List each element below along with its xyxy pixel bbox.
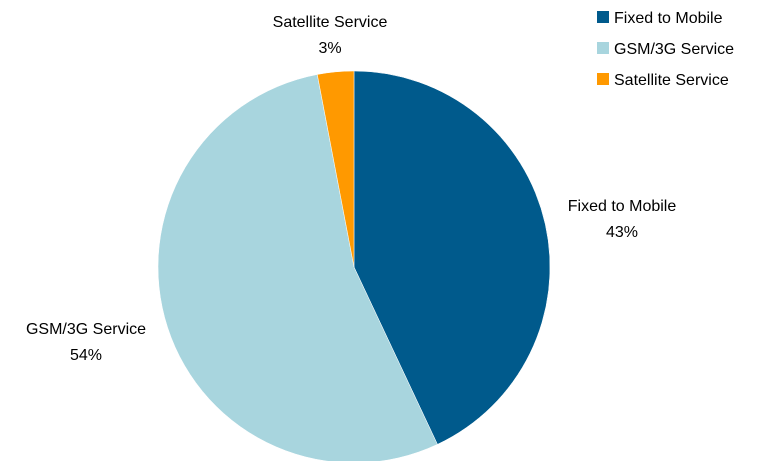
slice-label-group-satellite-service: Satellite Service 3% [273, 14, 388, 57]
legend: Fixed to Mobile GSM/3G Service Satellite… [597, 10, 734, 89]
pie-slice-satellite-service [316, 70, 355, 268]
pie-slices [157, 70, 551, 461]
slice-label-group-gsm-3g-service: GSM/3G Service 54% [26, 321, 146, 364]
pie-slice-fixed-to-mobile [353, 70, 551, 445]
slice-name-gsm-3g-service: GSM/3G Service [26, 321, 146, 338]
slice-value-fixed-to-mobile: 43% [606, 224, 638, 241]
legend-label-satellite-service: Satellite Service [614, 72, 729, 89]
legend-swatch-gsm-3g-service [597, 42, 609, 54]
slice-value-gsm-3g-service: 54% [70, 347, 102, 364]
legend-label-gsm-3g-service: GSM/3G Service [614, 41, 734, 58]
legend-label-fixed-to-mobile: Fixed to Mobile [614, 10, 723, 27]
slice-name-satellite-service: Satellite Service [273, 14, 388, 31]
legend-item-fixed-to-mobile: Fixed to Mobile [597, 10, 723, 27]
pie-slice-gsm-3g-service [157, 74, 438, 461]
legend-item-satellite-service: Satellite Service [597, 72, 729, 89]
legend-swatch-fixed-to-mobile [597, 11, 609, 23]
slice-name-fixed-to-mobile: Fixed to Mobile [568, 198, 677, 215]
legend-item-gsm-3g-service: GSM/3G Service [597, 41, 734, 58]
slice-value-satellite-service: 3% [318, 40, 341, 57]
legend-swatch-satellite-service [597, 73, 609, 85]
slice-label-group-fixed-to-mobile: Fixed to Mobile 43% [568, 198, 677, 241]
